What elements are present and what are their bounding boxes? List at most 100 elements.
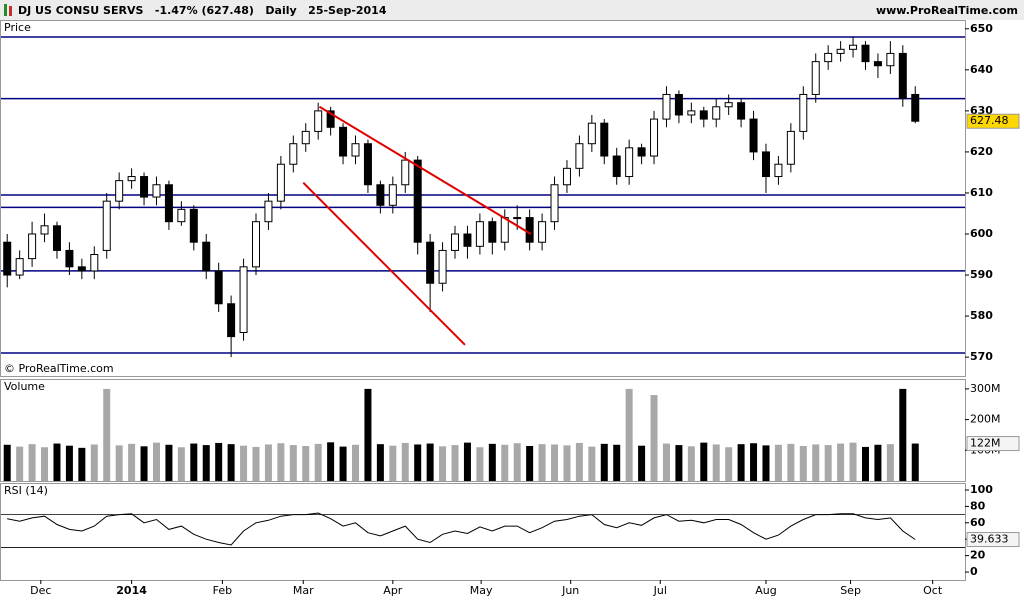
candle-body [637, 147, 646, 157]
rsi-last-label: 39.633 [970, 533, 1009, 546]
volume-bar [625, 388, 633, 481]
volume-bar [128, 443, 136, 481]
candle-body [376, 184, 385, 206]
volume-bar [28, 444, 36, 481]
volume-bar [65, 445, 73, 481]
volume-bar [737, 444, 745, 481]
candle-body [401, 159, 410, 186]
trend-line [302, 181, 466, 346]
candle-body [749, 118, 758, 153]
chart-title: DJ US CONSU SERVS -1.47% (627.48) Daily … [18, 4, 387, 17]
candle-body [475, 221, 484, 247]
volume-bar [526, 446, 534, 481]
volume-bar [90, 444, 98, 481]
candle-body [873, 61, 882, 67]
volume-bar [264, 444, 272, 481]
candle-body [786, 130, 795, 165]
candle-body [363, 143, 372, 186]
rsi-box [966, 532, 1020, 548]
candle-body [426, 241, 435, 284]
volume-bar [302, 446, 310, 481]
candle-body [28, 233, 37, 260]
volume-bar [750, 443, 758, 481]
x-tick-label: Dec [30, 584, 51, 597]
candle-body [687, 110, 696, 116]
volume-bar [376, 444, 384, 481]
candle-body [326, 110, 335, 128]
candle-body [451, 233, 460, 251]
volume-bar [339, 446, 347, 481]
candle-body [824, 52, 833, 63]
candle-body [289, 143, 298, 165]
candle-body [612, 155, 621, 178]
volume-bar [352, 444, 360, 481]
volume-bar [240, 445, 248, 481]
panel-label: RSI (14) [4, 484, 48, 497]
candle-body [911, 93, 920, 122]
candle-body [115, 180, 124, 202]
x-tick-label: Feb [213, 584, 232, 597]
volume-bar [861, 446, 869, 481]
volume-bar [289, 445, 297, 481]
volume-last-label: 122M [970, 437, 1001, 450]
x-tick-label: Jun [561, 584, 579, 597]
y-tick-label: 610 [970, 186, 993, 199]
volume-bar [53, 443, 61, 481]
candle-body [3, 241, 12, 276]
candle-body [77, 266, 86, 272]
volume-panel [0, 379, 966, 482]
volume-bar [488, 443, 496, 481]
x-tick-label: Mar [293, 584, 314, 597]
y-tick-label: 20 [970, 549, 986, 562]
volume-bar [327, 442, 335, 481]
candle-body [836, 48, 845, 54]
volume-bar [3, 444, 11, 481]
volume-bar [513, 443, 521, 481]
volume-bar [588, 446, 596, 481]
candle-body [388, 184, 397, 206]
trend-line [318, 105, 532, 235]
candle-body [127, 176, 136, 182]
candle-body [861, 44, 870, 63]
candle-body [202, 241, 211, 272]
candle-body [251, 221, 260, 268]
volume-bar [152, 442, 160, 481]
volume-bar [401, 442, 409, 481]
volume-bar [140, 446, 148, 481]
candle-body [625, 147, 634, 178]
x-tick-label: Jul [653, 584, 667, 597]
candle-body [724, 102, 733, 108]
volume-bar [613, 444, 621, 481]
candle-body [799, 93, 808, 132]
candle-body [600, 122, 609, 157]
volume-bar [638, 445, 646, 481]
app-icon [9, 6, 12, 16]
volume-bar [886, 444, 894, 481]
candle-body [102, 200, 111, 251]
panel-label: Volume [4, 380, 45, 393]
volume-bar [389, 445, 397, 481]
volume-bar [426, 443, 434, 481]
volume-bar [812, 444, 820, 481]
volume-bar [364, 388, 372, 481]
volume-bar [190, 443, 198, 481]
y-tick-label: 60 [970, 516, 986, 529]
volume-bar [215, 442, 223, 481]
candle-body [538, 221, 547, 243]
candle-body [52, 225, 61, 251]
candle-body [413, 159, 422, 243]
volume-bar [16, 446, 24, 481]
app-icon [4, 4, 7, 16]
rsi-line [7, 512, 916, 546]
candle-body [264, 200, 273, 223]
y-tick-label: 580 [970, 309, 993, 322]
rsi-panel [0, 483, 966, 581]
credit: © ProRealTime.com [4, 362, 114, 375]
volume-bar [202, 445, 210, 481]
volume-bar [165, 444, 173, 481]
x-tick-label: 2014 [116, 584, 147, 597]
y-tick-label: 200M [970, 413, 1001, 426]
x-tick-label: Aug [755, 584, 776, 597]
header-bar [0, 0, 1024, 20]
volume-box [966, 436, 1020, 452]
